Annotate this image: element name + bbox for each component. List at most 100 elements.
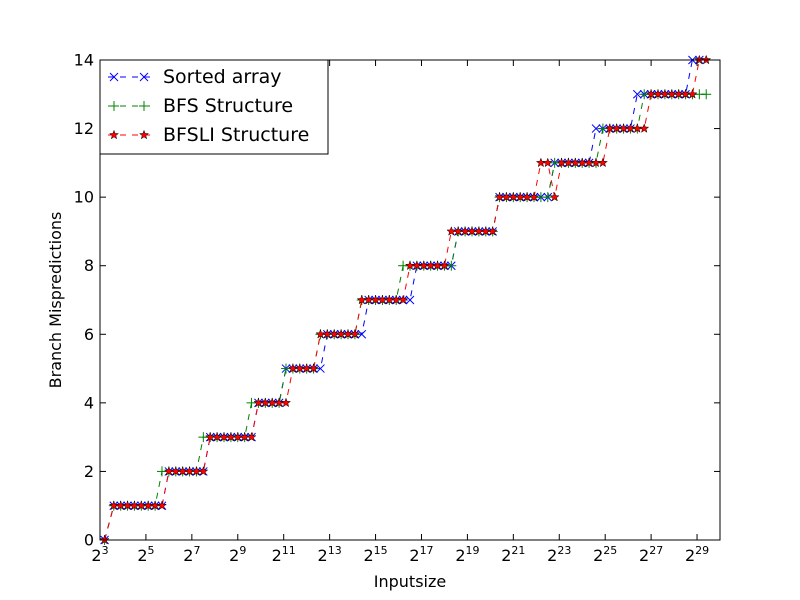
series-3-point-9 xyxy=(156,500,168,511)
x-tick-base: 2 xyxy=(91,546,101,565)
series-3-point-66 xyxy=(549,191,560,202)
x-tick-label: 219 xyxy=(455,544,479,565)
series-1-point-78 xyxy=(632,89,642,99)
series-1-point-45 xyxy=(405,295,415,305)
series-1-point-38-stroke-b xyxy=(357,329,367,339)
x-tick-exponent: 15 xyxy=(374,544,388,557)
x-tick-base: 2 xyxy=(272,546,282,565)
x-axis-label: Inputsize xyxy=(374,572,446,591)
x-tick-base: 2 xyxy=(409,546,419,565)
series-1-point-45-stroke-b xyxy=(405,295,415,305)
series-1-point-72-stroke-b xyxy=(591,124,601,133)
x-tick-base: 2 xyxy=(639,546,649,565)
series-3-point-57 xyxy=(487,226,498,236)
series-3-point-31 xyxy=(308,363,319,373)
series-3-point-73 xyxy=(597,157,608,168)
y-axis: 0 2 4 6 8 10 12 14 xyxy=(74,51,720,550)
x-tick-exponent: 27 xyxy=(649,544,663,557)
series-1-point-32-stroke-b xyxy=(316,364,325,373)
legend-box xyxy=(99,59,329,155)
x-tick-label: 217 xyxy=(409,544,433,565)
x-tick-base: 2 xyxy=(229,546,239,565)
x-tick-base: 2 xyxy=(547,546,557,565)
x-tick-base: 2 xyxy=(593,546,603,565)
series-3 xyxy=(99,54,712,545)
series-3-point-15 xyxy=(198,466,209,476)
x-tick-label: 29 xyxy=(229,544,246,565)
series-1-point-78-stroke-b xyxy=(632,89,642,99)
x-tick-exponent: 7 xyxy=(193,544,200,557)
legend-marker-b xyxy=(139,101,149,111)
x-tick-base: 2 xyxy=(685,546,695,565)
series-3-point-27 xyxy=(280,397,292,408)
x-tick-exponent: 19 xyxy=(466,544,480,557)
x-tick-exponent: 23 xyxy=(557,544,571,557)
series-3-point-44 xyxy=(398,294,409,305)
legend: Sorted array BFS Structure BFSLI Structure xyxy=(99,59,329,155)
x-tick-label: 25 xyxy=(137,544,154,565)
x-tick-label: 215 xyxy=(363,544,387,565)
series-3-point-50 xyxy=(439,260,450,271)
x-tick-label: 211 xyxy=(272,544,296,565)
series-1-point-38 xyxy=(357,329,367,339)
legend-marker-b xyxy=(139,72,149,82)
series-3-point-79 xyxy=(639,123,650,133)
x-tick-exponent: 25 xyxy=(603,544,617,557)
series-2-point-88 xyxy=(701,89,712,100)
legend-marker-a xyxy=(109,101,119,111)
legend-label: BFS Structure xyxy=(163,95,293,117)
series-1-point-72 xyxy=(591,124,601,133)
x-tick-label: 27 xyxy=(183,544,200,565)
series-2-point-65 xyxy=(542,192,553,203)
series-3-point-63 xyxy=(528,191,540,202)
y-tick-label: 12 xyxy=(74,119,94,138)
y-tick-label: 10 xyxy=(74,188,94,207)
x-tick-exponent: 3 xyxy=(102,544,109,557)
y-tick-label: 8 xyxy=(84,256,94,275)
series-layer xyxy=(99,54,712,545)
x-tick-base: 2 xyxy=(501,546,511,565)
x-tick-exponent: 9 xyxy=(239,544,246,557)
x-tick-label: 23 xyxy=(91,544,108,565)
x-tick-label: 223 xyxy=(547,544,571,565)
legend-marker-b xyxy=(138,129,150,140)
y-tick-label: 2 xyxy=(84,462,94,481)
x-tick-label: 221 xyxy=(501,544,525,565)
x-tick-label: 213 xyxy=(318,544,342,565)
series-1-point-32 xyxy=(316,364,325,373)
x-tick-exponent: 13 xyxy=(328,544,342,557)
series-3-point-65 xyxy=(542,157,553,168)
x-axis: 23 25 27 29 211 213 215 217 219 221 223 225 227 229 xyxy=(91,60,709,565)
plot-frame xyxy=(99,59,721,541)
x-tick-base: 2 xyxy=(137,546,147,565)
legend-label: Sorted array xyxy=(163,66,282,88)
series-3-point-22 xyxy=(246,431,257,442)
series-3-point-86 xyxy=(687,88,698,99)
y-tick-label: 14 xyxy=(74,51,94,70)
legend-label: BFSLI Structure xyxy=(163,124,309,146)
x-tick-exponent: 29 xyxy=(695,544,709,557)
legend-marker-a xyxy=(108,129,120,140)
x-tick-base: 2 xyxy=(318,546,328,565)
legend-marker-b-stroke-b xyxy=(139,72,149,82)
x-tick-base: 2 xyxy=(363,546,373,565)
legend-marker-a xyxy=(109,72,119,82)
legend-entry-2: BFS Structure xyxy=(108,95,293,117)
x-tick-exponent: 17 xyxy=(420,544,434,557)
y-axis-label: Branch Mispredictions xyxy=(46,212,65,389)
x-tick-label: 225 xyxy=(593,544,617,565)
y-tick-label: 4 xyxy=(84,393,94,412)
x-tick-exponent: 21 xyxy=(511,544,525,557)
x-tick-label: 229 xyxy=(685,544,709,565)
x-tick-base: 2 xyxy=(455,546,465,565)
series-3-line xyxy=(104,59,707,541)
x-tick-exponent: 5 xyxy=(148,544,155,557)
legend-entry-1: Sorted array xyxy=(108,66,282,88)
legend-entry-3: BFSLI Structure xyxy=(108,124,309,146)
x-tick-base: 2 xyxy=(183,546,193,565)
series-3-point-37 xyxy=(349,328,360,339)
legend-marker-a-stroke-b xyxy=(109,72,119,82)
series-2-point-51 xyxy=(446,260,457,271)
y-tick-label: 0 xyxy=(84,531,94,550)
